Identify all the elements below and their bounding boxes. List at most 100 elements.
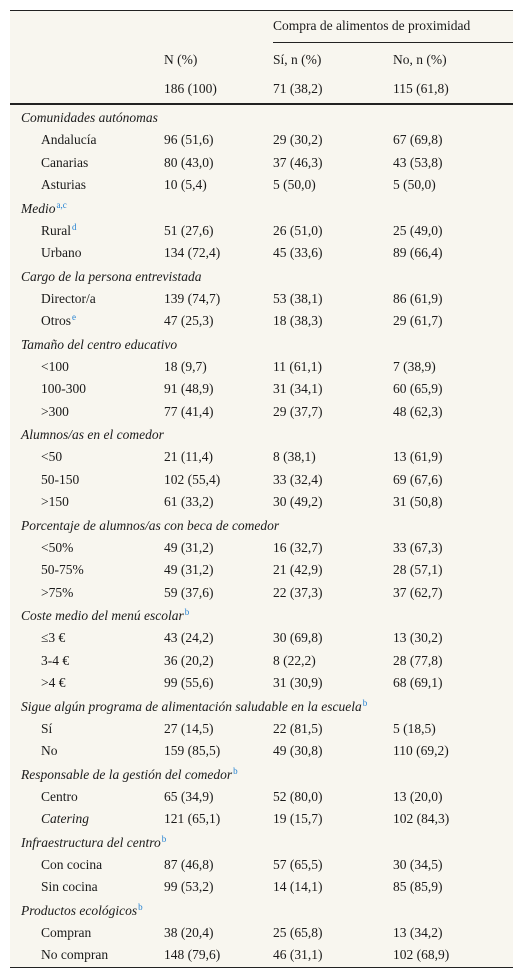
cell-yes: 16 (32,7) [273,539,323,555]
section-label: Alumnos/as en el comedor [21,423,164,446]
cell-total: 80 (43,0) [164,154,214,170]
cell-yes: 29 (37,7) [273,403,323,419]
row-label-text: 3-4 € [41,652,70,668]
total-yes: 71 (38,2) [273,81,323,96]
table-row: Otrose 47 (25,3) 18 (38,3) 29 (61,7) [10,310,513,333]
footnote-marker[interactable]: e [72,312,76,322]
cell-total: 139 (74,7) [164,290,221,306]
footnote-marker[interactable]: b [138,901,143,912]
row-label-text: Asturias [41,177,86,192]
cell-yes: 8 (22,2) [273,652,316,668]
row-label: Canarias [41,152,88,175]
section-header: Productos ecológicosb [10,899,513,922]
row-label-text: Sí [41,720,53,736]
cell-yes: 45 (33,6) [273,245,323,260]
footnote-marker[interactable]: b [233,765,238,776]
row-label: Sí [41,718,52,741]
cell-yes: 18 (38,3) [273,313,323,328]
row-label: Con cocina [41,854,102,877]
cell-no: 5 (18,5) [393,720,436,736]
cell-yes: 11 (61,1) [273,358,322,374]
row-label: ≤3 € [41,627,65,650]
section-label: Sigue algún programa de alimentación sal… [21,695,367,718]
footnote-marker[interactable]: b [362,697,368,708]
section-label: Comunidades autónomas [21,106,158,129]
cell-total: 65 (34,9) [164,788,214,804]
group-header: Compra de alimentos de proximidad [273,18,471,33]
row-label-text: >4 € [41,675,66,690]
cell-no: 29 (61,7) [393,313,443,328]
row-label: <50% [41,537,73,560]
row-label-text: >150 [41,494,69,509]
cell-no: 48 (62,3) [393,403,443,419]
row-label: No compran [41,944,108,967]
cell-total: 18 (9,7) [164,358,207,374]
row-label-text: Centro [41,788,78,804]
row-label-text: Rural [41,222,71,238]
table-row: Canarias 80 (43,0) 37 (46,3) 43 (53,8) [10,152,513,175]
section-label-text: Porcentaje de alumnos/as con beca de com… [21,517,280,533]
row-label-text: >75% [41,584,74,600]
table-row: Director/a 139 (74,7) 53 (38,1) 86 (61,9) [10,288,513,311]
row-label: Compran [41,922,91,945]
row-label: 50-75% [41,559,84,582]
table-row: Rurald 51 (27,6) 26 (51,0) 25 (49,0) [10,220,513,243]
cell-total: 102 (55,4) [164,471,221,487]
cell-total: 49 (31,2) [164,539,214,555]
cell-yes: 53 (38,1) [273,290,323,306]
col-header-no: No, n (%) [393,52,447,67]
section-label-text: Productos ecológicos [21,902,138,918]
cell-no: 69 (67,6) [393,471,443,487]
cell-yes: 30 (69,8) [273,630,323,645]
total-no: 115 (61,8) [393,81,449,96]
table-row: >75% 59 (37,6) 22 (37,3) 37 (62,7) [10,582,513,605]
footnote-marker[interactable]: b [161,833,167,844]
cell-total: 38 (20,4) [164,924,214,940]
cell-no: 25 (49,0) [393,222,443,238]
footnote-marker[interactable]: d [72,221,77,232]
table-row: 3-4 € 36 (20,2) 8 (22,2) 28 (77,8) [10,650,513,673]
table-row: >150 61 (33,2) 30 (49,2) 31 (50,8) [10,491,513,514]
cell-no: 13 (20,0) [393,788,443,804]
cell-total: 99 (53,2) [164,879,214,894]
table-row: Centro 65 (34,9) 52 (80,0) 13 (20,0) [10,786,513,809]
table-row: No 159 (85,5) 49 (30,8) 110 (69,2) [10,740,513,763]
table-bottom-rule [10,967,513,968]
table-row: >300 77 (41,4) 29 (37,7) 48 (62,3) [10,401,513,424]
cell-no: 37 (62,7) [393,584,443,600]
cell-no: 30 (34,5) [393,856,443,872]
cell-no: 13 (61,9) [393,449,443,464]
cell-yes: 19 (15,7) [273,811,323,826]
footnote-marker[interactable]: b [184,607,190,617]
row-label-text: 50-150 [41,471,80,487]
row-label-text: Otros [41,313,71,328]
table-row: No compran 148 (79,6) 46 (31,1) 102 (68,9) [10,944,513,967]
row-label-text: Andalucía [41,132,97,147]
cell-yes: 52 (80,0) [273,788,323,804]
row-label-text: <100 [41,358,69,374]
section-label-text: Alumnos/as en el comedor [21,427,164,442]
row-label: >300 [41,401,69,424]
row-label-text: >300 [41,403,69,419]
cell-no: 28 (57,1) [393,562,443,577]
row-label-text: Director/a [41,290,96,306]
table-row: Sí 27 (14,5) 22 (81,5) 5 (18,5) [10,718,513,741]
col-header-yes: Sí, n (%) [273,52,322,67]
footnote-marker[interactable]: a,c [56,199,67,210]
table-row: Con cocina 87 (46,8) 57 (65,5) 30 (34,5) [10,854,513,877]
section-label-text: Tamaño del centro educativo [21,336,178,352]
cell-no: 110 (69,2) [393,743,449,758]
cell-yes: 46 (31,1) [273,947,323,962]
cell-total: 96 (51,6) [164,132,214,147]
table-row: ≤3 € 43 (24,2) 30 (69,8) 13 (30,2) [10,627,513,650]
row-label: Catering [41,808,89,831]
cell-total: 51 (27,6) [164,222,214,238]
cell-yes: 49 (30,8) [273,743,323,758]
section-label-text: Infraestructura del centro [21,834,161,850]
cell-total: 121 (65,1) [164,811,221,826]
cell-yes: 26 (51,0) [273,222,323,238]
row-label-text: Sin cocina [41,879,98,894]
section-label: Productos ecológicosb [21,899,143,922]
row-label: <50 [41,446,62,469]
cell-total: 49 (31,2) [164,562,214,577]
